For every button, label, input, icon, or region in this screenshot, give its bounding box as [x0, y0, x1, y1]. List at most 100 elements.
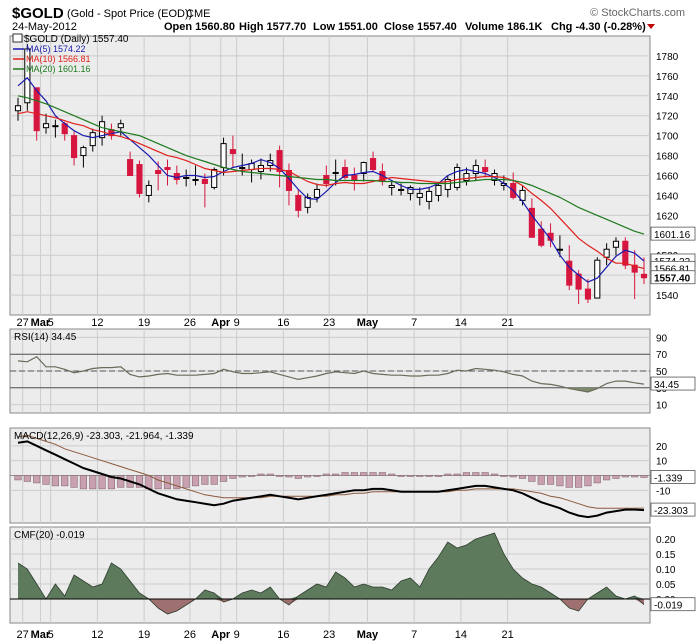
rsi-tick-label: 50 — [656, 367, 668, 378]
macd-histogram-bar — [518, 475, 527, 479]
candle-body — [482, 167, 489, 173]
rsi-current-label: 34.45 — [654, 380, 679, 391]
macd-histogram-bar — [472, 472, 480, 476]
candle-body — [117, 123, 124, 129]
macd-tick-label: 20 — [656, 442, 668, 453]
candle-body — [603, 248, 610, 258]
macd-histogram-bar — [98, 475, 106, 490]
cmf-tick-label: 0.20 — [656, 535, 676, 546]
macd-histogram-bar — [276, 475, 284, 477]
macd-histogram-bar — [219, 475, 228, 482]
price-x-axis-label: 5 — [48, 317, 54, 329]
ohlc-summary: Open 1560.80 High 1577.70 Low 1551.00 Close… — [164, 21, 646, 33]
macd-histogram-bar — [556, 475, 564, 487]
macd-histogram-bar — [341, 472, 349, 476]
price-x-axis-label: May — [357, 317, 379, 329]
macd-histogram-bar — [42, 475, 50, 485]
macd-histogram-bar — [322, 473, 330, 476]
bottom-x-axis-label: Mar — [31, 629, 51, 641]
price-tick-label: 1540 — [656, 291, 679, 302]
instrument-name: (Gold - Spot Price (EOD)) — [67, 8, 192, 20]
macd-histogram-bar — [397, 475, 405, 477]
candle-body — [622, 240, 629, 266]
candle-body — [201, 178, 208, 184]
macd-histogram-bar — [528, 475, 536, 482]
macd-histogram-bar — [117, 475, 125, 488]
macd-histogram-bar — [248, 475, 256, 477]
macd-histogram-bar — [640, 475, 648, 478]
rsi-oversold-fill — [18, 387, 644, 392]
ma20-current-label-box — [650, 226, 696, 241]
candle-body — [14, 105, 22, 112]
macd-histogram-bar — [378, 472, 386, 476]
price-tick-label: 1700 — [656, 132, 679, 143]
price-x-axis-label: Apr — [211, 317, 231, 329]
price-tick-label: 1740 — [656, 92, 679, 103]
ma10-line — [17, 111, 645, 269]
price-x-axis-label: Mar — [31, 317, 51, 329]
ma5-line — [17, 76, 645, 283]
macd-histogram-bar — [229, 475, 237, 479]
price-x-axis-label: 27 — [17, 317, 29, 329]
bottom-x-axis-label: 16 — [277, 629, 289, 641]
candle-body — [136, 164, 143, 194]
date-label: 24-May-2012 — [12, 21, 77, 33]
macd-histogram-bar — [612, 475, 620, 479]
cmf-tick-label: 0.10 — [656, 565, 676, 576]
symbol-title: $GOLD — [12, 5, 64, 22]
price-x-axis-label: 12 — [91, 317, 103, 329]
candle-body — [220, 143, 227, 169]
cmf-line — [17, 532, 645, 615]
high-value: High 1577.70 — [239, 21, 306, 33]
cmf-negative-area — [18, 599, 644, 614]
price-tick-label: 1760 — [656, 72, 679, 83]
price-x-axis-label: 19 — [138, 317, 150, 329]
candle-body — [472, 165, 479, 175]
candle-body — [42, 123, 50, 129]
candle-body — [70, 135, 78, 159]
candle-body — [454, 167, 461, 188]
price-tick-label: 1680 — [656, 152, 679, 163]
price-tick-label: 1780 — [656, 52, 679, 63]
watermark: © StockCharts.com — [590, 7, 685, 19]
macd-histogram-bar — [201, 475, 209, 485]
macd-histogram-bar — [416, 475, 424, 477]
macd-histogram-bar — [79, 475, 87, 490]
candle-body — [519, 189, 526, 201]
macd-histogram-bar — [238, 475, 246, 478]
macd-current-label: -23.303 — [654, 506, 688, 517]
candle-body — [631, 264, 638, 273]
candle-body — [463, 173, 470, 181]
cmf-positive-area — [18, 533, 644, 599]
bottom-x-axis-label: 12 — [91, 629, 103, 641]
macd-hist-current-label-box — [650, 470, 696, 484]
cmf-legend-label: CMF(20) -0.019 — [14, 530, 85, 541]
macd-histogram-bar — [285, 475, 293, 478]
rsi-legend-label: RSI(14) 34.45 — [14, 332, 77, 343]
candle-body — [211, 169, 218, 188]
cmf-current-label-box — [650, 597, 696, 612]
macd-histogram-bar — [154, 475, 162, 490]
exchange-label: CME — [186, 8, 210, 20]
candle-body — [99, 121, 106, 139]
macd-histogram-bar — [266, 473, 274, 476]
bottom-x-axis-label: 5 — [48, 629, 54, 641]
bottom-x-axis-label: 27 — [17, 629, 29, 641]
macd-histogram-bar — [294, 475, 302, 479]
candle-body — [239, 167, 246, 170]
candle-body — [80, 147, 87, 157]
macd-histogram-bar — [509, 475, 517, 478]
price-x-axis-label: 16 — [277, 317, 289, 329]
bottom-x-axis-label: Apr — [211, 629, 231, 641]
price-x-axis-label: 14 — [455, 317, 467, 329]
macd-histogram-bar — [453, 473, 461, 476]
macd-hist-current-label: -1.339 — [654, 473, 683, 484]
change-value: Chg -4.30 (-0.28%) — [551, 21, 646, 33]
candle-body — [341, 167, 349, 178]
candle-body — [24, 48, 31, 104]
candle-body — [33, 87, 40, 132]
close-current-label: 1557.40 — [654, 274, 691, 285]
macd-histogram-bar — [593, 475, 601, 484]
